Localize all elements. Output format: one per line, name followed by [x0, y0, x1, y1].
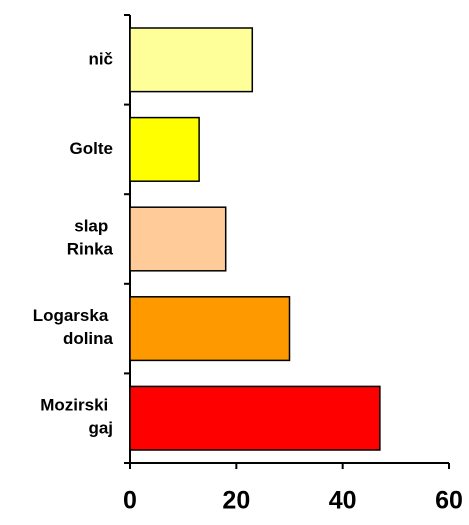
bar	[129, 296, 291, 362]
y-tick-label: Mozirski gaj	[40, 396, 113, 438]
label-line: Logarska	[33, 307, 113, 326]
x-tick-label: 0	[123, 487, 137, 515]
y-tick-label: slap Rinka	[67, 217, 114, 259]
y-tick-label: nič	[88, 49, 113, 68]
bar	[129, 116, 200, 182]
label-line: slap	[74, 217, 113, 236]
bar	[129, 385, 381, 451]
y-tick-label: Golte	[70, 139, 113, 158]
label-line: Rinka	[67, 240, 114, 259]
label-line: dolina	[63, 330, 114, 349]
bar	[129, 206, 227, 272]
y-tick-label: Logarska dolina	[33, 307, 114, 349]
label-line: gaj	[88, 419, 113, 438]
x-tick-label: 60	[435, 487, 463, 515]
x-tick-label: 40	[329, 487, 357, 515]
bar	[129, 27, 254, 93]
x-tick-label: 20	[222, 487, 250, 515]
label-line: Mozirski	[40, 396, 113, 415]
